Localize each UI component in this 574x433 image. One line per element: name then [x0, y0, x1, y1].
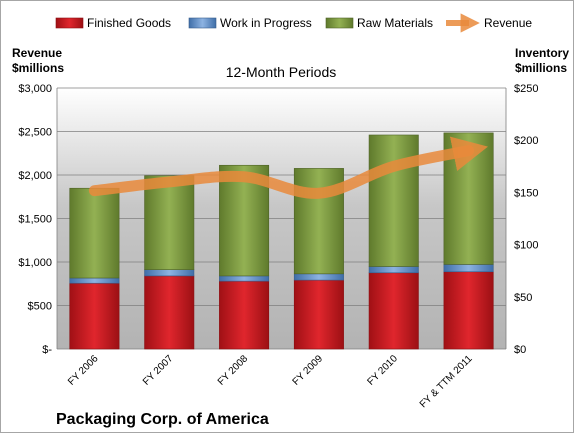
left-tick-label: $3,000 — [18, 83, 52, 95]
left-tick-label: $1,500 — [18, 214, 52, 226]
bar-work-in-progress-fy-2008 — [219, 275, 270, 282]
bar-finished-goods-fy-2007 — [144, 275, 195, 350]
left-tick-label: $2,500 — [18, 127, 52, 139]
bar-work-in-progress-fy-2010 — [368, 266, 419, 274]
right-tick-label: $200 — [514, 135, 538, 147]
bar-finished-goods-fy-2009 — [293, 279, 344, 350]
x-tick-label-fy-2010: FY 2010 — [365, 353, 400, 388]
right-axis-title-line2: $millions — [515, 61, 567, 75]
left-axis-ticks: $- $500 $1,000 $1,500 $2,000 $2,500 $3,000 — [18, 83, 52, 356]
bar-work-in-progress-fy-2009 — [293, 273, 344, 281]
company-name: Packaging Corp. of America — [56, 411, 269, 428]
chart-title: 12-Month Periods — [226, 64, 337, 80]
revenue-line — [88, 136, 488, 199]
gridlines — [56, 87, 507, 350]
revenue-series-line — [88, 136, 488, 199]
legend-label-revenue: Revenue — [484, 16, 532, 30]
right-tick-label: $250 — [514, 83, 538, 95]
legend-label-raw-materials: Raw Materials — [357, 16, 433, 30]
bar-finished-goods-fy-2008 — [219, 280, 270, 350]
legend-label-work-in-progress: Work in Progress — [220, 16, 312, 30]
bar-work-in-progress-fy-2006 — [69, 277, 120, 284]
bar-finished-goods-fy-2006 — [69, 282, 120, 350]
bar-raw-materials-fy-2010 — [368, 134, 419, 267]
legend-item-finished-goods: Finished Goods — [55, 16, 171, 30]
x-tick-label-fy-2009: FY 2009 — [291, 353, 326, 388]
legend-label-finished-goods: Finished Goods — [87, 16, 171, 30]
bar-work-in-progress-fy-ttm-2011 — [443, 264, 494, 273]
left-tick-label: $1,000 — [18, 257, 52, 269]
bar-raw-materials-fy-2006 — [69, 187, 120, 279]
left-tick-label: $2,000 — [18, 170, 52, 182]
right-tick-label: $0 — [514, 344, 526, 356]
right-tick-label: $150 — [514, 187, 538, 199]
bar-raw-materials-fy-2007 — [144, 175, 195, 270]
legend-item-work-in-progress: Work in Progress — [188, 16, 312, 30]
left-tick-label: $- — [42, 344, 52, 356]
legend-swatch-work-in-progress — [188, 17, 217, 29]
right-tick-label: $100 — [514, 240, 538, 252]
x-tick-label-fy-2006: FY 2006 — [66, 353, 101, 388]
x-tick-label-fy-ttm-2011: FY & TTM 2011 — [418, 353, 475, 410]
legend-item-revenue: Revenue — [446, 13, 532, 33]
right-tick-label: $50 — [514, 292, 532, 304]
legend: Finished Goods Work in Progress Raw Mate… — [55, 13, 532, 33]
legend-swatch-raw-materials — [325, 17, 354, 29]
x-axis-ticks: FY 2006 FY 2007 FY 2008 FY 2009 FY 2010 FY & … — [66, 353, 475, 410]
left-axis-title-line2: $millions — [12, 61, 64, 75]
left-tick-label: $500 — [28, 301, 52, 313]
right-axis-ticks: $0 $50 $100 $150 $200 $250 — [514, 83, 538, 356]
bar-finished-goods-fy-2010 — [368, 272, 419, 350]
x-tick-label-fy-2008: FY 2008 — [216, 353, 251, 388]
bar-finished-goods-fy-ttm-2011 — [443, 271, 494, 350]
left-axis-title-line1: Revenue — [12, 46, 62, 60]
legend-item-raw-materials: Raw Materials — [325, 16, 433, 30]
legend-swatch-finished-goods — [55, 17, 84, 29]
x-tick-label-fy-2007: FY 2007 — [141, 353, 176, 388]
right-axis-title-line1: Inventory — [515, 46, 569, 60]
bar-work-in-progress-fy-2007 — [144, 269, 195, 277]
